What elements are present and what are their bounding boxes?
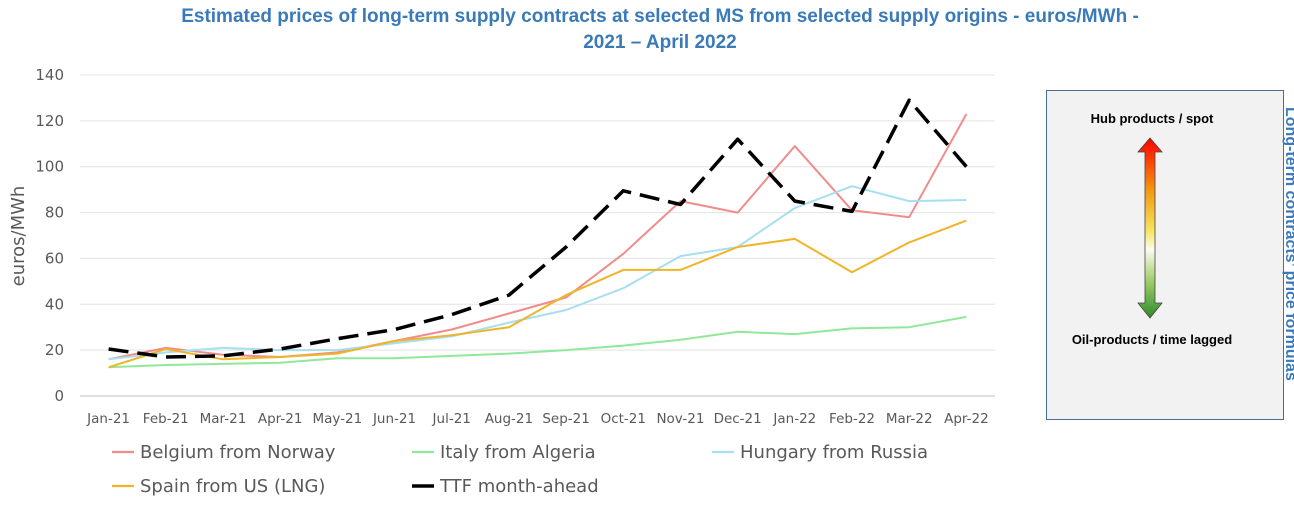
x-tick-Jan-22: Jan-22 [772, 411, 816, 427]
y-axis-label: euros/MWh [8, 186, 29, 287]
x-tick-Mar-22: Mar-22 [886, 411, 933, 427]
series-line-hungary-from-russia [108, 185, 967, 361]
x-tick-Oct-21: Oct-21 [601, 411, 646, 427]
legend-label-ttf-month-ahead: TTF month-ahead [439, 476, 599, 497]
series-line-italy-from-algeria [108, 315, 967, 369]
x-tick-Apr-21: Apr-21 [258, 411, 303, 427]
y-tick-80: 80 [45, 204, 64, 222]
price-formula-panel: Hub products / spot Oil-products / time … [1046, 90, 1294, 420]
x-tick-labels: Jan-21 Feb-21 Mar-21 Apr-21 May-21 Jun-21 Jul-… [86, 411, 989, 427]
x-tick-Sep-21: Sep-21 [542, 411, 590, 427]
series-line-ttf-month-ahead [108, 98, 968, 359]
chart-title: Estimated prices of long-term supply con… [60, 4, 1260, 56]
y-tick-140: 140 [35, 66, 64, 84]
x-tick-May-21: May-21 [312, 411, 362, 427]
gradient-arrow-icon [1137, 137, 1163, 319]
line-chart: 0 20 40 60 80 100 120 140 Jan-21 Feb-21 Mar-21 Apr… [8, 66, 995, 497]
oil-products-label: Oil-products / time lagged [1071, 332, 1233, 347]
chart-title-line2: 2021 – April 2022 [583, 32, 737, 53]
series-lines [108, 98, 968, 369]
price-formulas-side-label: Long-term contracts’ price formulas [1282, 107, 1294, 381]
x-tick-Jun-21: Jun-21 [372, 411, 416, 427]
legend-label-spain-from-us-lng: Spain from US (LNG) [140, 476, 325, 497]
y-tick-60: 60 [45, 249, 64, 267]
x-tick-Dec-21: Dec-21 [714, 411, 762, 427]
legend-label-belgium-from-norway: Belgium from Norway [140, 442, 336, 463]
x-tick-Aug-21: Aug-21 [485, 411, 533, 427]
x-tick-Jan-21: Jan-21 [86, 411, 130, 427]
y-tick-0: 0 [54, 387, 64, 405]
y-tick-20: 20 [45, 341, 64, 359]
x-tick-Apr-22: Apr-22 [944, 411, 989, 427]
series-line-belgium-from-norway [108, 113, 968, 361]
series-line-spain-from-us-lng [108, 219, 967, 369]
chart-title-line1: Estimated prices of long-term supply con… [181, 6, 1139, 27]
x-tick-Feb-21: Feb-21 [143, 411, 189, 427]
x-tick-Mar-21: Mar-21 [200, 411, 247, 427]
legend-label-hungary-from-russia: Hungary from Russia [740, 442, 928, 463]
y-tick-labels: 0 20 40 60 80 100 120 140 [35, 66, 64, 405]
y-tick-40: 40 [45, 295, 64, 313]
x-tick-Jul-21: Jul-21 [432, 411, 471, 427]
x-tick-Nov-21: Nov-21 [656, 411, 704, 427]
grid-lines [80, 74, 995, 397]
y-tick-120: 120 [35, 112, 64, 130]
y-tick-100: 100 [35, 158, 64, 176]
legend-label-italy-from-algeria: Italy from Algeria [440, 442, 596, 463]
hub-products-label: Hub products / spot [1090, 111, 1214, 126]
legend: Belgium from Norway Italy from Algeria Hun… [112, 442, 928, 497]
x-tick-Feb-22: Feb-22 [829, 411, 875, 427]
